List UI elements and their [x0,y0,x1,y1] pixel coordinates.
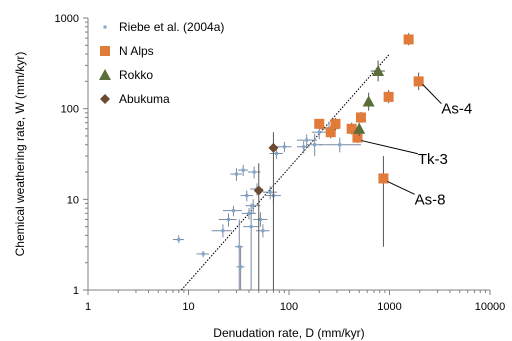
data-point [201,252,205,256]
legend-label: Rokko [119,68,153,82]
x-tick-label: 10 [182,301,194,313]
legend-label: N Alps [119,44,154,58]
x-tick-label: 1 [85,301,91,313]
data-point [413,76,424,87]
data-point [403,34,414,45]
series-abukuma [253,132,279,290]
data-point [258,217,262,221]
x-tick-label: 10000 [475,301,506,313]
legend-marker [100,94,110,104]
annotations: As-4 Tk-3 As-8 [361,84,472,208]
x-tick-label: 1000 [377,301,401,313]
legend-marker [103,25,107,29]
annotation-leader [422,84,442,105]
legend-marker [100,46,110,56]
data-point [346,123,357,134]
data-point [268,190,272,194]
data-point [253,185,264,196]
fit-line-group [181,53,390,291]
data-point [330,118,341,129]
annotation-label: As-8 [415,191,446,208]
y-axis-title: Chemical weathering rate, W (mm/kyr) [13,52,27,257]
data-point [177,238,181,242]
y-tick-label: 100 [61,104,79,116]
data-point [245,194,249,198]
series-rokko [353,60,385,136]
x-tick-label: 100 [280,301,298,313]
data-point [378,173,389,184]
data-point [268,142,279,153]
data-point [239,265,243,269]
data-point [353,122,366,134]
annotation-label: As-4 [441,101,472,118]
data-point [314,118,325,129]
data-point [372,65,385,77]
data-point [234,172,238,176]
data-point [352,132,363,143]
y-tick-label: 10 [67,194,79,206]
x-axis-title: Denudation rate, D (mm/kyr) [213,326,364,340]
data-point [325,127,336,138]
fit-line [181,53,390,291]
data-point [252,170,256,174]
data-point [251,204,255,208]
data-point [249,225,253,229]
legend-marker [99,69,111,80]
data-point [302,145,306,149]
data-point [305,138,309,142]
data-point [383,91,394,102]
data-point [241,168,245,172]
data-point [355,112,366,123]
data-point [261,229,265,233]
data-point [282,145,286,149]
data-point [338,143,342,147]
data-point [226,217,230,221]
data-point [247,211,251,215]
data-point [317,130,321,134]
annotation-label: Tk-3 [418,151,448,168]
axes: 1 10 100 1000 10000 1 10 100 1000 Denudation rate… [13,13,505,340]
legend: Riebe et al. (2004a) N Alps Rokko Abukuma [99,20,224,106]
legend-label: Riebe et al. (2004a) [119,20,224,34]
data-point [221,229,225,233]
series-n-alps [314,33,424,247]
annotation-leader [361,140,418,155]
data-point [231,209,235,213]
data-point [274,152,278,156]
y-tick-label: 1 [73,285,79,297]
series-riebe-et-al-2004a- [172,121,361,290]
data-marks [172,33,424,290]
data-point [237,245,241,249]
data-point [313,143,317,147]
data-point [362,95,375,107]
annotation-leader [387,180,415,195]
y-tick-label: 1000 [55,13,79,25]
legend-label: Abukuma [119,92,170,106]
